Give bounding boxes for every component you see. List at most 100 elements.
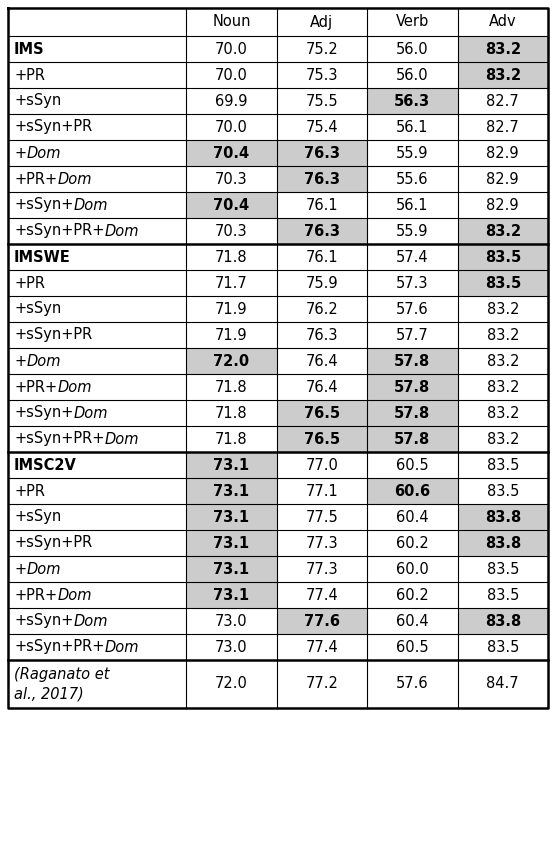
Text: Dom: Dom bbox=[105, 224, 139, 238]
Text: 76.4: 76.4 bbox=[306, 379, 338, 395]
Text: 83.2: 83.2 bbox=[486, 302, 519, 316]
Bar bbox=[277, 62, 367, 88]
Text: Dom: Dom bbox=[26, 562, 61, 576]
Bar bbox=[367, 348, 458, 374]
Bar bbox=[458, 530, 548, 556]
Text: 70.4: 70.4 bbox=[214, 145, 250, 161]
Bar bbox=[367, 426, 458, 452]
Bar bbox=[186, 296, 277, 322]
Text: 83.2: 83.2 bbox=[485, 224, 521, 238]
Bar bbox=[186, 62, 277, 88]
Text: 76.5: 76.5 bbox=[304, 431, 340, 447]
Text: 76.3: 76.3 bbox=[304, 171, 340, 187]
Bar bbox=[8, 166, 186, 192]
Bar bbox=[277, 36, 367, 62]
Text: 56.1: 56.1 bbox=[396, 198, 429, 213]
Text: 60.5: 60.5 bbox=[396, 639, 429, 655]
Text: IMSWE: IMSWE bbox=[14, 250, 71, 264]
Bar bbox=[458, 166, 548, 192]
Bar bbox=[186, 530, 277, 556]
Text: 77.2: 77.2 bbox=[305, 677, 338, 691]
Text: 71.8: 71.8 bbox=[215, 379, 248, 395]
Text: 76.5: 76.5 bbox=[304, 405, 340, 421]
Bar bbox=[458, 88, 548, 114]
Text: 56.3: 56.3 bbox=[394, 93, 430, 109]
Bar bbox=[8, 270, 186, 296]
Text: Noun: Noun bbox=[212, 15, 251, 29]
Text: 73.0: 73.0 bbox=[215, 639, 248, 655]
Text: +sSyn+: +sSyn+ bbox=[14, 613, 73, 628]
Bar bbox=[367, 62, 458, 88]
Text: 75.3: 75.3 bbox=[306, 67, 338, 82]
Bar bbox=[458, 36, 548, 62]
Bar bbox=[277, 296, 367, 322]
Text: 83.5: 83.5 bbox=[485, 276, 521, 290]
Text: Dom: Dom bbox=[105, 431, 139, 447]
Text: 83.8: 83.8 bbox=[485, 613, 521, 628]
Bar bbox=[277, 608, 367, 634]
Text: 76.3: 76.3 bbox=[304, 224, 340, 238]
Bar bbox=[8, 608, 186, 634]
Text: 75.2: 75.2 bbox=[305, 41, 338, 56]
Text: 76.2: 76.2 bbox=[305, 302, 338, 316]
Text: Dom: Dom bbox=[26, 353, 61, 369]
Bar bbox=[458, 582, 548, 608]
Text: Adj: Adj bbox=[310, 15, 334, 29]
Bar bbox=[367, 218, 458, 244]
Bar bbox=[458, 244, 548, 270]
Bar bbox=[186, 348, 277, 374]
Text: Verb: Verb bbox=[396, 15, 429, 29]
Text: +sSyn+PR+: +sSyn+PR+ bbox=[14, 431, 105, 447]
Bar bbox=[186, 36, 277, 62]
Text: 77.6: 77.6 bbox=[304, 613, 340, 628]
Bar bbox=[277, 504, 367, 530]
Text: 76.3: 76.3 bbox=[306, 327, 338, 342]
Text: 57.3: 57.3 bbox=[396, 276, 429, 290]
Bar bbox=[8, 530, 186, 556]
Bar bbox=[186, 504, 277, 530]
Text: 77.4: 77.4 bbox=[305, 588, 338, 602]
Bar bbox=[277, 452, 367, 478]
Bar bbox=[186, 192, 277, 218]
Text: 72.0: 72.0 bbox=[215, 677, 248, 691]
Text: 77.3: 77.3 bbox=[306, 536, 338, 550]
Text: 77.1: 77.1 bbox=[305, 484, 338, 499]
Text: 55.9: 55.9 bbox=[396, 145, 429, 161]
Text: 60.4: 60.4 bbox=[396, 613, 429, 628]
Text: 73.1: 73.1 bbox=[214, 588, 250, 602]
Text: Dom: Dom bbox=[57, 588, 92, 602]
Text: 70.0: 70.0 bbox=[215, 119, 248, 135]
Bar bbox=[277, 400, 367, 426]
Text: 57.8: 57.8 bbox=[394, 431, 430, 447]
Bar bbox=[277, 426, 367, 452]
Text: +sSyn+PR+: +sSyn+PR+ bbox=[14, 224, 105, 238]
Text: Dom: Dom bbox=[73, 405, 108, 421]
Text: +: + bbox=[14, 145, 26, 161]
Bar bbox=[367, 270, 458, 296]
Text: 60.4: 60.4 bbox=[396, 510, 429, 524]
Text: Dom: Dom bbox=[57, 379, 92, 395]
Bar bbox=[367, 660, 458, 708]
Bar bbox=[458, 608, 548, 634]
Bar bbox=[8, 322, 186, 348]
Text: 73.1: 73.1 bbox=[214, 484, 250, 499]
Bar bbox=[367, 36, 458, 62]
Bar bbox=[458, 140, 548, 166]
Bar bbox=[8, 426, 186, 452]
Text: al., 2017): al., 2017) bbox=[14, 686, 84, 701]
Bar bbox=[458, 478, 548, 504]
Bar bbox=[367, 140, 458, 166]
Bar bbox=[186, 556, 277, 582]
Text: +PR+: +PR+ bbox=[14, 379, 57, 395]
Bar bbox=[8, 400, 186, 426]
Text: +sSyn: +sSyn bbox=[14, 510, 61, 524]
Text: 73.1: 73.1 bbox=[214, 458, 250, 473]
Bar bbox=[367, 192, 458, 218]
Text: IMSC2V: IMSC2V bbox=[14, 458, 77, 473]
Text: 70.4: 70.4 bbox=[214, 198, 250, 213]
Text: 76.1: 76.1 bbox=[306, 198, 338, 213]
Bar bbox=[277, 270, 367, 296]
Bar bbox=[186, 322, 277, 348]
Text: IMS: IMS bbox=[14, 41, 44, 56]
Bar bbox=[367, 374, 458, 400]
